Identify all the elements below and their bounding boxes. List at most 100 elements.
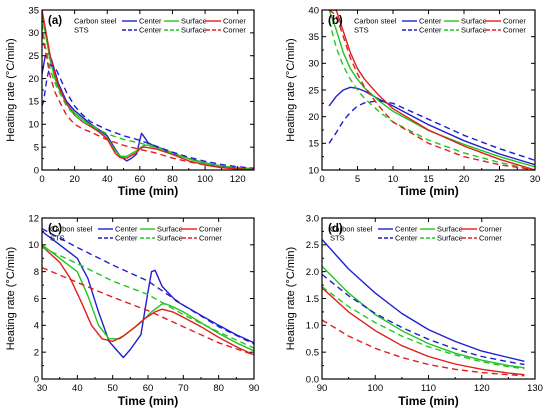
y-tick-label: 25 [308,85,319,96]
legend-series-label: Center [115,234,138,243]
legend-series-label: Surface [461,17,487,26]
legend-series-label: Surface [461,26,487,35]
y-tick-label: 35 [28,5,39,16]
series-line-sts-surface [328,20,535,170]
y-tick-label: 12 [28,213,39,224]
legend-series-label: Surface [181,17,207,26]
series-line-carbon-steel-center [322,239,525,362]
y-tick-label: 6 [34,294,39,305]
legend-series-label: Corner [479,225,502,234]
y-tick-label: 30 [28,28,39,39]
panel-0: 0 20 40 60 80 100 120 0 5 10 15 20 25 30 35 Time (min) H… [5,5,255,198]
series-line-sts-center [42,64,254,169]
y-tick-label: 10 [28,240,39,251]
legend-group-label: STS [330,234,345,243]
y-tick-label: 0.5 [306,347,319,358]
y-tick-label: 35 [308,32,319,43]
legend-series-label: Center [139,26,162,35]
legend-group-label: Carbon steel [74,17,117,26]
y-axis-label: Heating rate (°C/min) [5,247,17,350]
x-axis-label: Time (min) [398,394,458,408]
legend-series-label: Center [419,17,442,26]
y-tick-label: 0.0 [306,374,319,385]
series-line-sts-surface [42,23,254,170]
legend-series-label: Surface [157,225,183,234]
legend-group-label: STS [74,26,89,35]
x-tick-label: 0 [319,174,324,185]
x-tick-label: 40 [102,174,113,185]
series-line-carbon-steel-surface [42,244,254,352]
legend-series-label: Corner [199,225,222,234]
legend-series-label: Surface [437,234,463,243]
x-axis-label: Time (min) [118,394,178,408]
legend-series-label: Center [419,26,442,35]
y-tick-label: 10 [28,120,39,131]
y-tick-label: 20 [308,112,319,123]
x-tick-label: 60 [143,383,154,394]
legend: Carbon steel Center Surface Corner STS Center… [50,225,222,243]
x-tick-label: 20 [459,174,470,185]
x-tick-label: 130 [527,383,543,394]
x-tick-label: 30 [530,174,541,185]
legend-group-label: STS [50,234,65,243]
x-tick-label: 5 [355,174,360,185]
legend-series-label: Corner [479,234,502,243]
x-tick-label: 0 [39,174,44,185]
x-tick-label: 20 [69,174,80,185]
panel-3: 90 100 110 120 130 0.0 0.5 1.0 1.5 2.0 2.5 3.0 Time … [285,213,543,408]
legend-series-label: Corner [223,17,246,26]
y-tick-label: 0 [34,165,39,176]
x-tick-label: 100 [197,174,213,185]
x-tick-label: 80 [167,174,178,185]
x-tick-label: 100 [367,383,383,394]
x-tick-label: 90 [317,383,328,394]
x-tick-label: 110 [421,383,436,394]
legend: Carbon steel Center Surface Corner STS Center… [354,17,526,35]
series-line-carbon-steel-center [328,86,535,166]
legend-series-label: Surface [181,26,207,35]
series-line-sts-center [328,99,535,162]
x-tick-label: 120 [230,174,246,185]
y-axis-label: Heating rate (°C/min) [285,38,297,141]
series-line-carbon-steel-surface [42,14,254,170]
legend-series-label: Center [139,17,162,26]
legend-series-label: Corner [223,26,246,35]
y-tick-label: 2 [34,347,39,358]
x-tick-label: 120 [474,383,490,394]
y-tick-label: 20 [28,74,39,85]
y-tick-label: 15 [308,139,319,150]
series-line-carbon-steel-corner [329,10,535,170]
y-tick-label: 1.0 [306,321,319,332]
series-line-sts-corner [42,266,254,356]
legend-group-label: Carbon steel [354,17,397,26]
legend-series-label: Corner [503,17,526,26]
y-tick-label: 10 [308,165,319,176]
x-axis-label: Time (min) [398,184,458,198]
y-tick-label: 4 [34,321,39,332]
series-line-sts-center [42,228,254,345]
legend: Carbon steel Center Surface Corner STS Center… [74,17,246,35]
panel-label: (b) [328,15,343,27]
series-line-carbon-steel-surface [328,10,535,168]
panel-1: 0 5 10 15 20 25 30 10 15 20 25 30 35 40 Time (min) Heat… [285,5,540,198]
series-line-carbon-steel-surface [322,265,525,369]
series-line-carbon-steel-corner [322,287,525,376]
legend-series-label: Center [395,234,418,243]
legend-series-label: Corner [503,26,526,35]
series-line-sts-surface [322,286,525,370]
series-line-sts-corner [322,319,525,377]
x-tick-label: 10 [388,174,399,185]
series-line-sts-corner [42,32,254,170]
panel-label: (c) [48,223,62,235]
legend-group-label: STS [354,26,369,35]
y-tick-label: 2.5 [306,240,319,251]
legend-series-label: Center [115,225,138,234]
y-axis-label: Heating rate (°C/min) [5,38,17,141]
x-tick-label: 50 [107,383,118,394]
y-tick-label: 0 [34,374,39,385]
y-tick-label: 25 [28,51,39,62]
y-tick-label: 15 [28,97,39,108]
legend-series-label: Corner [199,234,222,243]
panel-label: (d) [328,223,343,235]
series-line-carbon-steel-corner [42,10,254,170]
